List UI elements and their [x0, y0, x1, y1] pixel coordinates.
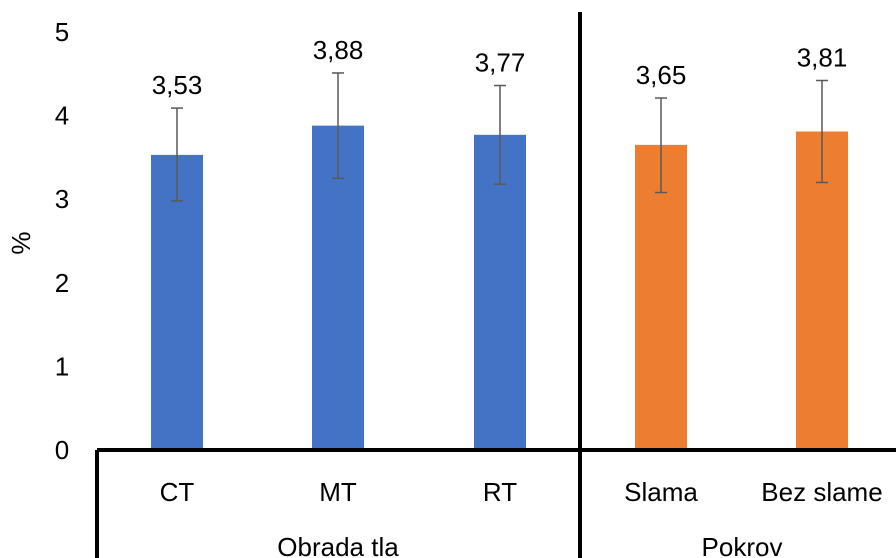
- y-axis-label: %: [6, 231, 36, 254]
- data-label: 3,53: [152, 70, 203, 100]
- y-tick-label: 0: [55, 435, 69, 465]
- data-label: 3,65: [636, 60, 687, 90]
- category-labels: CT MT RT Slama Bez slame: [160, 477, 883, 507]
- bar: [312, 125, 364, 450]
- category-label: CT: [160, 477, 195, 507]
- bar-series: [151, 125, 848, 451]
- bar: [474, 134, 526, 450]
- data-labels: 3,53 3,88 3,77 3,65 3,81: [152, 35, 848, 100]
- category-label: MT: [319, 477, 357, 507]
- bar: [635, 144, 687, 451]
- y-tick-label: 2: [55, 268, 69, 298]
- y-axis: 0 1 2 3 4 5: [55, 17, 69, 465]
- data-label: 3,88: [313, 35, 364, 65]
- data-label: 3,77: [475, 48, 526, 78]
- data-label: 3,81: [797, 42, 848, 72]
- category-axis-frame: [95, 12, 896, 558]
- category-label: Bez slame: [761, 477, 882, 507]
- y-tick-label: 3: [55, 184, 69, 214]
- group-label: Pokrov: [702, 532, 783, 558]
- y-tick-label: 4: [55, 101, 69, 131]
- y-tick-label: 1: [55, 351, 69, 381]
- category-label: Slama: [624, 477, 698, 507]
- bar: [151, 154, 203, 450]
- category-label: RT: [483, 477, 517, 507]
- y-tick-label: 5: [55, 17, 69, 47]
- error-bars: [171, 72, 828, 202]
- group-label: Obrada tla: [277, 532, 399, 558]
- bar: [796, 131, 848, 450]
- group-labels: Obrada tla Pokrov: [277, 532, 782, 558]
